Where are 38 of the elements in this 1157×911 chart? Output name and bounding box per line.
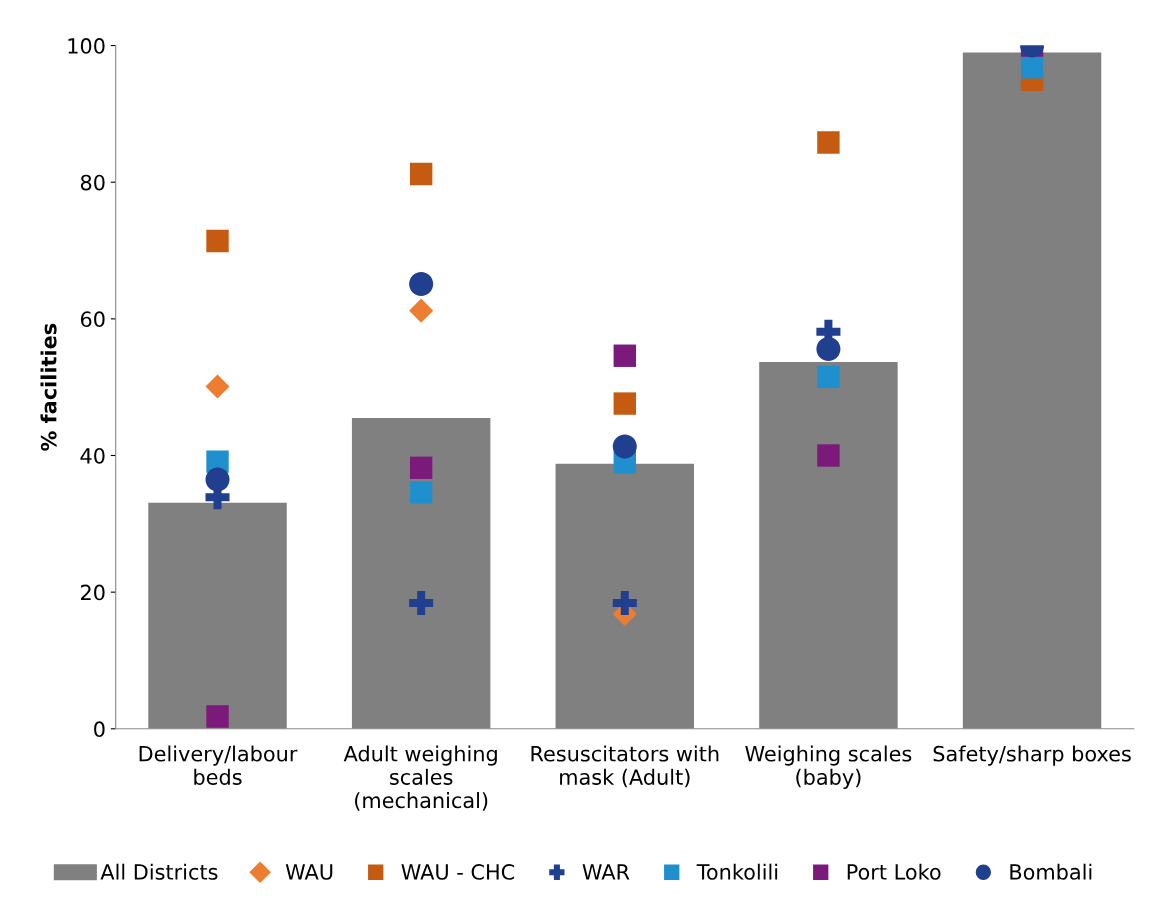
y-tick-label: 40 bbox=[80, 447, 105, 464]
point bbox=[612, 591, 637, 616]
point bbox=[206, 705, 229, 728]
point bbox=[613, 344, 636, 367]
point bbox=[205, 374, 230, 399]
legend-label: Tonkolili bbox=[696, 863, 778, 880]
legend-label: WAR bbox=[582, 864, 630, 880]
point bbox=[409, 481, 433, 504]
y-tick-label: 80 bbox=[80, 174, 105, 191]
legend-label: WAU bbox=[285, 864, 333, 880]
legend-label: WAU - CHC bbox=[401, 864, 515, 880]
point bbox=[1020, 56, 1044, 79]
x-tick-label: Resuscitators with mask (Adult) bbox=[531, 745, 719, 788]
y-tick-label: 20 bbox=[80, 584, 105, 601]
point bbox=[817, 444, 840, 467]
x-tick-label: Adult weighing scales (mechanical) bbox=[343, 745, 497, 811]
point bbox=[612, 434, 637, 459]
point bbox=[206, 229, 229, 253]
point bbox=[816, 336, 841, 361]
y-axis-title: % facilities bbox=[40, 323, 57, 451]
point bbox=[409, 298, 434, 323]
x-tick-label: Safety/sharp boxes bbox=[933, 745, 1131, 766]
x-tick-label: Weighing scales (baby) bbox=[745, 745, 912, 789]
legend-label: Port Loko bbox=[847, 863, 941, 880]
legend-label: Bombali bbox=[1010, 863, 1092, 880]
y-tick-label: 100 bbox=[68, 38, 105, 54]
y-tick-label: 60 bbox=[80, 311, 105, 328]
point bbox=[205, 467, 230, 492]
legend-label: All Districts bbox=[100, 863, 218, 880]
point bbox=[817, 365, 840, 389]
point bbox=[817, 131, 840, 154]
point bbox=[409, 162, 433, 186]
point bbox=[409, 591, 434, 616]
point bbox=[409, 271, 434, 297]
point bbox=[409, 456, 433, 479]
y-tick-label: 0 bbox=[94, 721, 105, 738]
x-tick-label: Delivery/labour beds bbox=[139, 745, 298, 785]
point bbox=[613, 392, 636, 415]
